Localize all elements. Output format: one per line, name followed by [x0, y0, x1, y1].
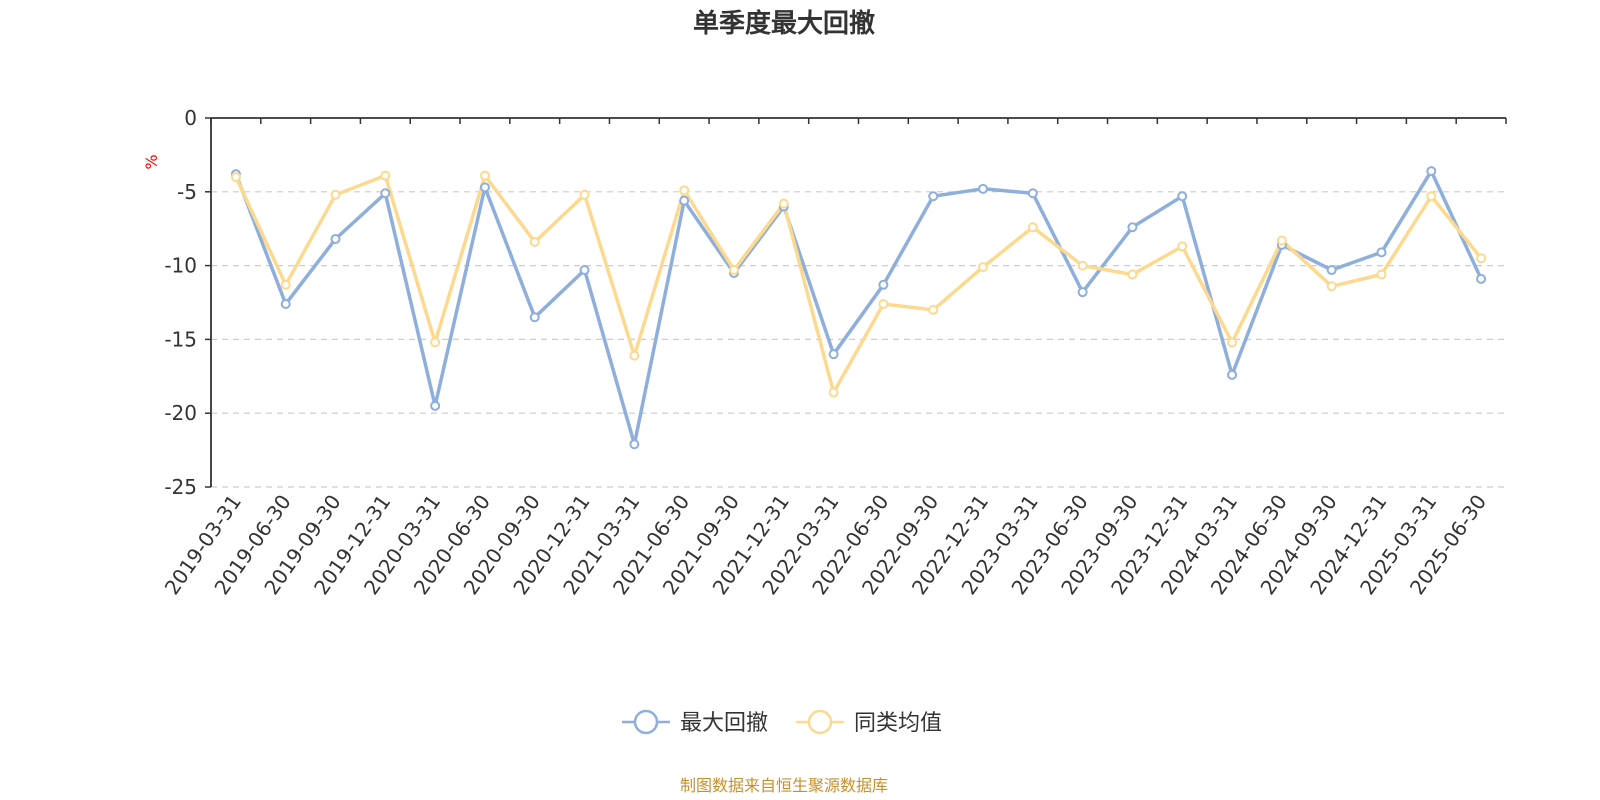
data-point[interactable] [1276, 235, 1287, 246]
grid-lines [211, 191, 1506, 488]
data-point[interactable] [728, 265, 739, 276]
legend-marker-icon [633, 709, 659, 735]
legend-marker-icon [807, 709, 833, 735]
data-point[interactable] [629, 439, 640, 450]
legend-label: 同类均值 [854, 711, 942, 736]
data-point[interactable] [280, 279, 291, 290]
data-point[interactable] [978, 183, 989, 194]
data-point[interactable] [1227, 337, 1238, 348]
data-point[interactable] [380, 188, 391, 199]
data-point[interactable] [1027, 188, 1038, 199]
data-point[interactable] [1027, 222, 1038, 233]
legend-item-1[interactable]: 同类均值 [796, 709, 942, 736]
legend[interactable]: 最大回撤 同类均值 [622, 709, 942, 736]
data-point[interactable] [1177, 191, 1188, 202]
legend-item-0[interactable]: 最大回撤 [622, 709, 768, 736]
y-tick-label: -5 [177, 180, 197, 204]
data-point[interactable] [280, 298, 291, 309]
data-point[interactable] [629, 350, 640, 361]
data-point[interactable] [1476, 273, 1487, 284]
y-tick-label: 0 [184, 106, 197, 130]
data-point[interactable] [878, 298, 889, 309]
y-axis-unit: % [142, 154, 161, 169]
y-tick-label: -20 [164, 401, 197, 425]
series-lines [230, 166, 1487, 450]
data-point[interactable] [828, 349, 839, 360]
y-tick-label: -10 [164, 254, 197, 278]
data-point[interactable] [878, 279, 889, 290]
data-point[interactable] [1177, 241, 1188, 252]
data-point[interactable] [479, 182, 490, 193]
legend-label: 最大回撤 [680, 711, 768, 736]
data-point[interactable] [1426, 166, 1437, 177]
data-point[interactable] [579, 265, 590, 276]
data-point[interactable] [1376, 269, 1387, 280]
series-line-0 [234, 169, 1483, 446]
data-point[interactable] [1326, 281, 1337, 292]
data-point[interactable] [978, 262, 989, 273]
data-point[interactable] [828, 387, 839, 398]
data-point[interactable] [778, 198, 789, 209]
data-point[interactable] [479, 170, 490, 181]
data-point[interactable] [1326, 265, 1337, 276]
data-point[interactable] [928, 304, 939, 315]
y-tick-label: -25 [164, 475, 197, 499]
data-point[interactable] [579, 189, 590, 200]
data-point[interactable] [380, 170, 391, 181]
data-point[interactable] [529, 236, 540, 247]
source-note: 制图数据来自恒生聚源数据库 [680, 776, 888, 795]
data-point[interactable] [1376, 247, 1387, 258]
data-point[interactable] [529, 312, 540, 323]
chart-title: 单季度最大回撤 [693, 8, 875, 39]
series-line-1 [234, 173, 1483, 395]
data-point[interactable] [1127, 269, 1138, 280]
y-tick-label: -15 [164, 327, 197, 351]
data-point[interactable] [330, 234, 341, 245]
data-point[interactable] [679, 185, 690, 196]
data-point[interactable] [1077, 260, 1088, 271]
data-point[interactable] [1227, 369, 1238, 380]
data-point[interactable] [230, 172, 241, 183]
data-point[interactable] [1077, 287, 1088, 298]
data-point[interactable] [1127, 222, 1138, 233]
data-point[interactable] [1426, 191, 1437, 202]
data-point[interactable] [1476, 253, 1487, 264]
data-point[interactable] [430, 337, 441, 348]
data-point[interactable] [330, 189, 341, 200]
data-point[interactable] [430, 400, 441, 411]
data-point[interactable] [679, 195, 690, 206]
data-point[interactable] [928, 191, 939, 202]
